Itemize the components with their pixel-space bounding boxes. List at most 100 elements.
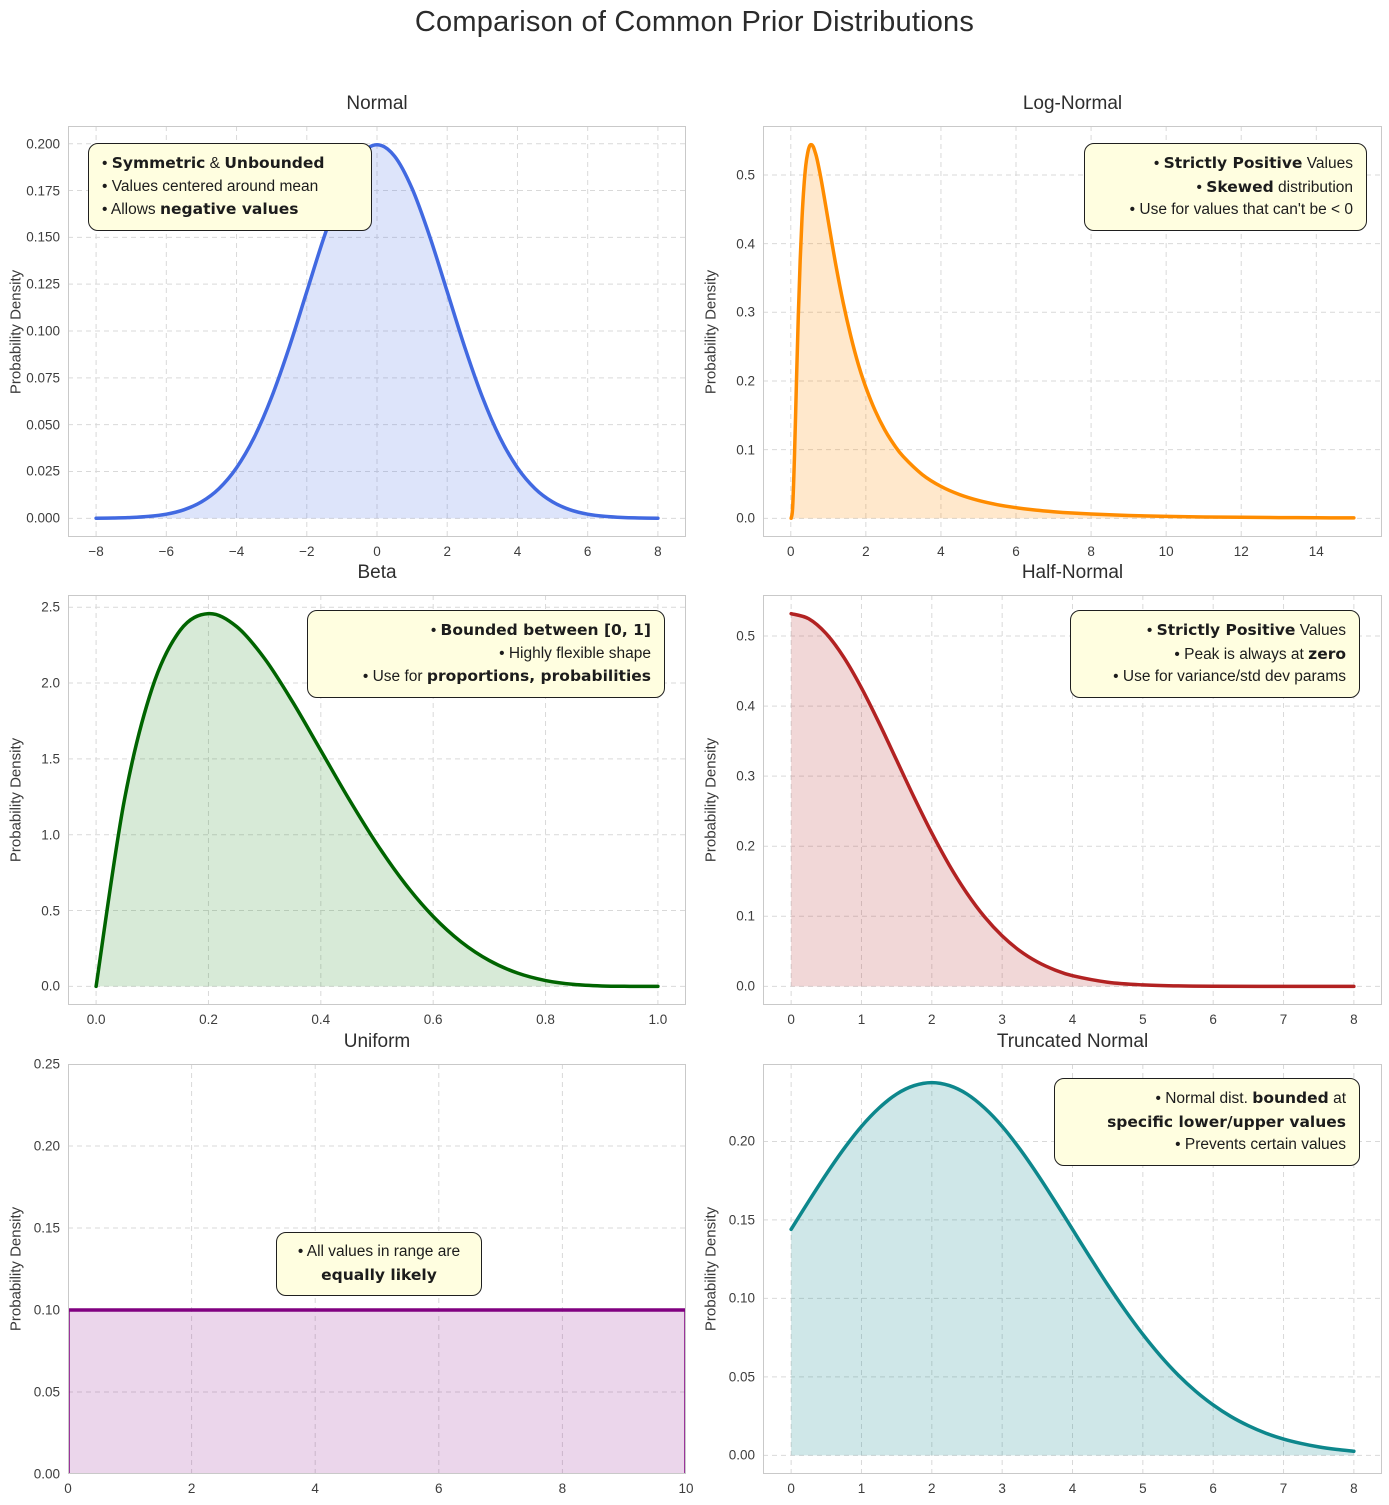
annotation-text-bold: proportions, probabilities [426,667,651,685]
annotation-text: • All values in range are [297,1243,461,1260]
x-tick-label: 2 [928,1012,936,1027]
annotation-line: • Prevents certain values [1068,1134,1346,1157]
annotation-text: Values [1302,155,1353,172]
density-fill [791,144,1354,519]
x-tick-label: −8 [88,544,104,559]
density-fill [96,613,658,987]
x-tick-label: −6 [158,544,175,559]
density-curve [789,611,1356,989]
y-tick-label: 0.5 [736,628,755,644]
annotation-line: • Values centered around mean [102,176,358,199]
x-tick-label: 0.6 [423,1012,443,1027]
y-tick-label: 0.5 [736,167,755,183]
x-tick-label: 2 [187,1481,196,1496]
annotation-line: • Use for values that can't be < 0 [1098,199,1353,222]
y-tick-label: 0.05 [33,1384,60,1400]
annotation-box: • Symmetric & Unbounded • Values centered… [88,143,372,231]
y-tick-label: 0.15 [728,1212,755,1228]
chart-beta: Beta Probability Density 0.0 0.2 0.4 0.6 0.8… [8,562,686,1027]
annotation-text: distribution [1273,178,1353,196]
y-tick-label: 0.1 [736,908,755,924]
y-tick-label: 0.100 [26,323,60,339]
density-curve [789,1080,1356,1454]
chart-title-beta: Beta [357,562,397,583]
chart-truncnorm: Truncated Normal Probability Density 0 1 2… [703,1031,1382,1496]
chart-title-halfnormal: Half-Normal [1021,562,1124,583]
y-tick-label: 2.0 [41,675,60,691]
x-tick-label: 5 [1139,1481,1147,1496]
annotation-text-bold: Strictly Positive [1163,154,1303,172]
y-tick-label: 0.150 [26,229,60,245]
y-tick-label: 0.25 [33,1056,60,1072]
y-axis-label: Probability Density [7,737,25,863]
annotation-text: • Peak is always at [1174,645,1309,663]
chart-title-lognormal: Log-Normal [1022,93,1123,114]
x-tick-label: 6 [435,1481,443,1496]
x-tick-label: 7 [1279,1012,1288,1027]
density-fill [791,1082,1354,1456]
chart-title-truncnorm: Truncated Normal [996,1031,1149,1052]
x-tick-label: 4 [1068,1481,1077,1496]
annotation-text-bold: zero [1308,644,1346,663]
density-curve [94,142,660,520]
chart-normal: Normal Probability Density −8 −6 −4 −2 0 2 4 6 8… [8,93,686,559]
x-tick-label: 5 [1139,1012,1147,1027]
y-tick-label: 0.1 [736,442,755,458]
annotation-box: • Strictly Positive Values • Skewed distr… [1084,143,1367,231]
x-tick-label: 2 [443,544,451,559]
x-tick-label: 8 [1350,1481,1358,1496]
x-tick-label: 4 [937,544,945,559]
y-tick-label: 0.075 [26,370,60,386]
x-tick-label: 2 [862,544,870,559]
plot-area-lognormal [763,126,1382,537]
axes-spine [763,595,1382,1005]
y-tick-label: 0.20 [33,1138,60,1154]
plot-area-uniform [68,1064,686,1474]
y-tick-label: 0.00 [33,1466,60,1482]
x-tick-label: 1.0 [648,1012,668,1027]
axes-spine [763,126,1382,537]
x-tick-label: 14 [1308,544,1324,559]
y-tick-label: 0.3 [736,768,755,784]
y-tick-label: 0.00 [728,1447,755,1463]
y-tick-label: 0.000 [26,510,60,526]
annotation-text-bold: bounded [1252,1089,1329,1107]
x-tick-label: 8 [558,1481,567,1496]
y-axis-label: Probability Density [7,1206,25,1332]
y-tick-label: 0.10 [33,1302,60,1318]
annotation-box: • Normal dist. bounded at specific lower/… [1054,1078,1360,1166]
x-tick-label: 0.8 [536,1012,555,1027]
x-tick-label: 2 [928,1481,936,1496]
x-tick-label: 4 [1068,1012,1077,1027]
y-axis-label: Probability Density [702,269,720,394]
x-tick-label: 1 [857,1012,866,1027]
x-tick-label: 8 [1350,1012,1358,1027]
annotation-text-bold: specific lower/upper values [1107,1112,1346,1131]
x-tick-label: 0 [787,1481,795,1496]
x-tick-label: 4 [311,1481,319,1496]
annotation-text: • [1146,622,1157,639]
density-fill [68,1310,686,1474]
y-tick-label: 0.5 [41,903,60,919]
annotation-line: • Strictly Positive Values [1098,152,1353,176]
density-fill [791,613,1354,987]
y-tick-label: 1.0 [41,827,60,843]
x-tick-label: 0 [64,1481,72,1496]
annotation-line: specific lower/upper values [1068,1111,1346,1135]
x-tick-label: 6 [1209,1481,1217,1496]
annotation-box: • Bounded between [0, 1] • Highly flexibl… [307,610,665,698]
y-axis-label: Probability Density [7,269,25,394]
annotation-line: • Use for variance/std dev params [1084,666,1346,689]
x-tick-label: −4 [228,544,245,559]
annotation-line: • Strictly Positive Values [1084,619,1346,643]
annotation-text: • Highly flexible shape [499,644,651,662]
x-tick-label: 0 [787,1012,795,1027]
annotation-text: & [205,155,225,172]
annotation-text: • Prevents certain values [1175,1136,1346,1153]
y-tick-label: 0.175 [26,183,60,199]
annotation-text: at [1328,1090,1346,1107]
annotation-line: • Use for proportions, probabilities [321,665,651,689]
y-tick-label: 0.0 [736,510,755,526]
y-tick-label: 0.10 [728,1290,755,1306]
